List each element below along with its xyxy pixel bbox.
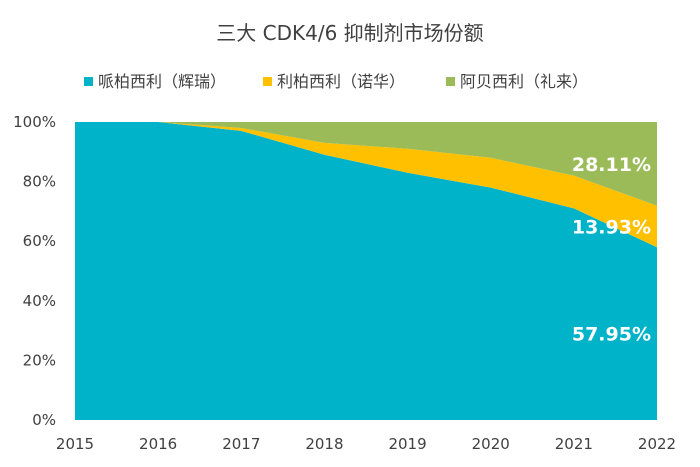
legend-item-1: 利柏西利（诺华） <box>263 72 405 91</box>
x-tick-label: 2022 <box>638 435 676 453</box>
y-tick-label: 100% <box>13 113 56 131</box>
data-label-0: 57.95% <box>572 324 651 346</box>
series-area-2 <box>75 122 657 206</box>
y-tick-label: 20% <box>23 351 56 369</box>
x-tick-label: 2017 <box>222 435 260 453</box>
data-label-1: 13.93% <box>572 217 651 239</box>
legend-item-2: 阿贝西利（礼来） <box>446 72 588 91</box>
legend-swatch <box>446 77 455 86</box>
plot-area <box>75 122 657 420</box>
x-tick-label: 2018 <box>305 435 343 453</box>
y-tick-label: 80% <box>23 173 56 191</box>
legend-label: 哌柏西利（辉瑞） <box>98 72 226 91</box>
legend-swatch <box>263 77 272 86</box>
x-tick-label: 2021 <box>555 435 593 453</box>
y-tick-label: 40% <box>23 292 56 310</box>
series-area-0 <box>75 122 657 420</box>
legend-label: 利柏西利（诺华） <box>277 72 405 91</box>
legend-label: 阿贝西利（礼来） <box>460 72 588 91</box>
x-tick-label: 2015 <box>56 435 94 453</box>
y-tick-label: 60% <box>23 232 56 250</box>
legend: 哌柏西利（辉瑞） 利柏西利（诺华） 阿贝西利（礼来） <box>84 72 588 91</box>
series-area-1 <box>75 122 657 248</box>
data-labels: 57.95% 13.93% 28.11% <box>572 154 651 346</box>
chart-title: 三大 CDK4/6 抑制剂市场份额 <box>216 21 483 45</box>
x-axis: 2015 2016 2017 2018 2019 2020 2021 2022 <box>56 435 676 453</box>
y-axis: 0% 20% 40% 60% 80% 100% <box>13 113 56 429</box>
x-tick-label: 2020 <box>472 435 510 453</box>
legend-item-0: 哌柏西利（辉瑞） <box>84 72 226 91</box>
x-tick-label: 2019 <box>388 435 426 453</box>
y-tick-label: 0% <box>32 411 56 429</box>
legend-swatch <box>84 77 93 86</box>
x-tick-label: 2016 <box>139 435 177 453</box>
data-label-2: 28.11% <box>572 154 651 176</box>
